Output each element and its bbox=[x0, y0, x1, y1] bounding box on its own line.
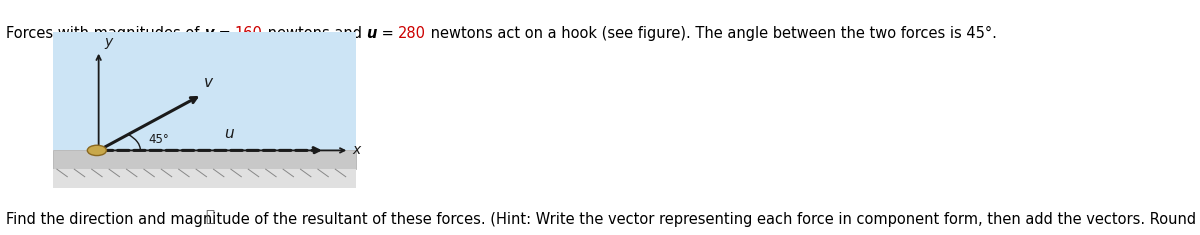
Text: Find the direction and magnitude of the resultant of these forces. (Hint: Write : Find the direction and magnitude of the … bbox=[6, 212, 1200, 227]
Bar bbox=[54, 150, 356, 169]
Text: u: u bbox=[224, 126, 234, 141]
Bar bbox=[54, 32, 356, 150]
Ellipse shape bbox=[88, 145, 107, 156]
Text: 160: 160 bbox=[235, 26, 263, 41]
Text: 45°: 45° bbox=[149, 133, 169, 146]
Text: Forces with magnitudes of: Forces with magnitudes of bbox=[6, 26, 204, 41]
Text: y: y bbox=[104, 35, 112, 49]
Text: newtons act on a hook (see figure). The angle between the two forces is 45°.: newtons act on a hook (see figure). The … bbox=[426, 26, 997, 41]
Text: v: v bbox=[204, 26, 214, 41]
Text: =: = bbox=[377, 26, 398, 41]
Text: v: v bbox=[204, 75, 212, 90]
Text: 280: 280 bbox=[398, 26, 426, 41]
Text: =: = bbox=[214, 26, 235, 41]
Text: ⓘ: ⓘ bbox=[205, 209, 215, 224]
Text: u: u bbox=[366, 26, 377, 41]
Text: newtons and: newtons and bbox=[263, 26, 366, 41]
Text: x: x bbox=[353, 143, 361, 157]
Bar bbox=[54, 169, 356, 188]
